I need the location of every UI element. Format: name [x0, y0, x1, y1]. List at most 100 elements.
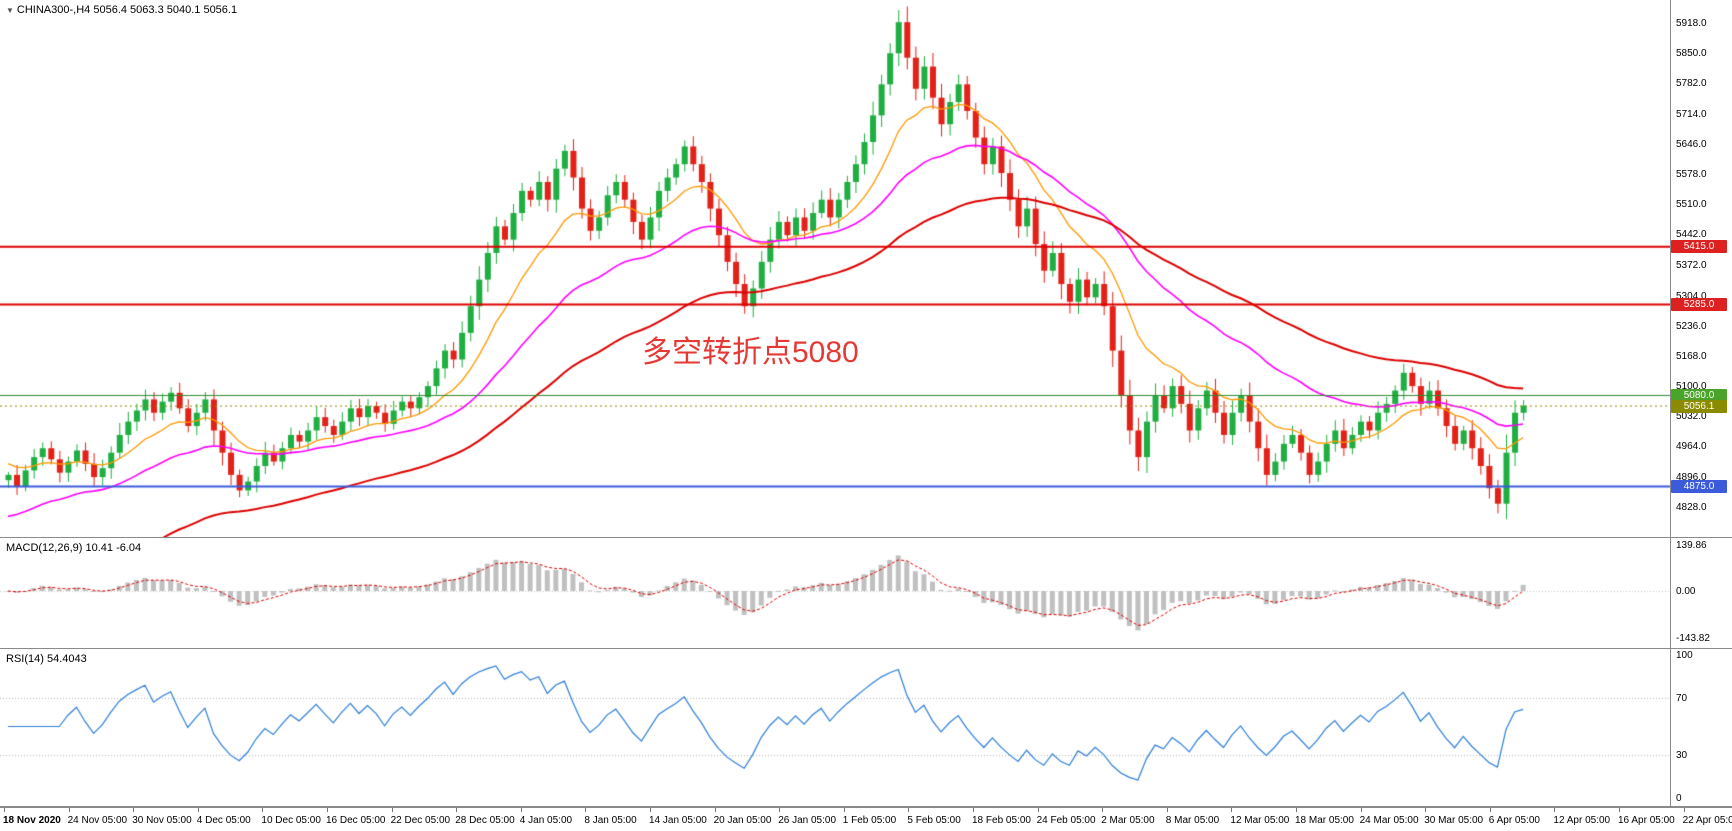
time-tick [779, 808, 781, 812]
time-tick [1231, 808, 1233, 812]
time-tick [4, 808, 5, 812]
price-axis-label: 5782.0 [1676, 78, 1707, 90]
time-tick [1102, 808, 1104, 812]
macd-axis-label: -143.82 [1676, 633, 1710, 645]
time-tick [1425, 808, 1427, 812]
rsi-axis-label: 0 [1676, 793, 1682, 804]
symbol-dropdown-icon[interactable]: ▼ [6, 6, 14, 15]
time-axis-label: 18 Mar 05:00 [1295, 815, 1354, 826]
time-tick [520, 808, 522, 812]
time-axis-label: 16 Apr 05:00 [1618, 815, 1675, 826]
price-axis-label: 5510.0 [1676, 199, 1707, 211]
candlestick-canvas[interactable] [0, 0, 1670, 537]
price-flag: 5415.0 [1671, 240, 1727, 254]
time-axis-label: 18 Nov 2020 [3, 815, 61, 826]
chart-annotation-text: 多空转折点5080 [642, 336, 859, 369]
macd-canvas[interactable] [0, 538, 1670, 648]
time-axis-label: 6 Apr 05:00 [1488, 815, 1540, 826]
rsi-indicator-panel: RSI(14) 54.4043 100 70 30 0 [0, 649, 1732, 807]
price-axis-label: 5714.0 [1676, 108, 1707, 120]
time-tick [327, 808, 328, 812]
time-tick [456, 808, 458, 812]
time-axis-label: 26 Jan 05:00 [778, 815, 837, 826]
time-axis-label: 4 Jan 05:00 [519, 815, 573, 826]
time-tick [1554, 808, 1556, 812]
time-axis-label: 14 Jan 05:00 [649, 815, 707, 826]
time-axis-label: 8 Jan 05:00 [584, 815, 637, 826]
rsi-label: RSI(14) 54.4043 [6, 653, 87, 665]
time-axis-label: 30 Nov 05:00 [132, 815, 192, 826]
macd-axis-label: 139.86 [1676, 539, 1707, 551]
time-tick [197, 808, 199, 812]
time-axis-label: 28 Dec 05:00 [455, 815, 515, 826]
time-axis-label: 5 Feb 05:00 [907, 815, 961, 826]
time-tick [1360, 808, 1362, 812]
time-tick [262, 808, 264, 812]
price-axis-label: 5032.0 [1676, 411, 1707, 423]
price-axis-label: 4896.0 [1676, 471, 1707, 483]
rsi-indicator-name: RSI(14) [6, 653, 44, 665]
time-axis-label: 18 Feb 05:00 [972, 815, 1031, 826]
price-axis-label: 5918.0 [1676, 18, 1707, 30]
time-axis[interactable]: 18 Nov 2020 24 Nov 05:00 30 Nov 05:00 4 Dec… [0, 807, 1732, 831]
rsi-axis-label: 100 [1676, 650, 1693, 661]
time-axis-label: 30 Mar 05:00 [1424, 815, 1484, 826]
price-axis-label: 5646.0 [1676, 138, 1707, 150]
time-axis-label: 24 Nov 05:00 [67, 815, 128, 826]
time-axis-label: 24 Feb 05:00 [1036, 815, 1096, 826]
time-tick [650, 808, 651, 812]
rsi-indicator-value: 54.4043 [46, 653, 87, 665]
main-chart-panel: ▼ CHINA300-,H4 5056.4 5063.3 5040.1 5056.… [0, 0, 1732, 538]
price-flag: 5080.0 [1671, 388, 1727, 402]
time-axis-label: 20 Jan 05:00 [713, 815, 772, 826]
macd-indicator-values: 10.41 -6.04 [85, 542, 142, 554]
symbol-info: ▼ CHINA300-,H4 5056.4 5063.3 5040.1 5056.… [6, 4, 237, 16]
time-tick [843, 808, 845, 812]
price-axis-label: 5236.0 [1676, 320, 1707, 332]
time-axis-label: 12 Mar 05:00 [1230, 815, 1290, 826]
time-axis-label: 4 Dec 05:00 [196, 815, 251, 826]
price-axis-label: 5100.0 [1676, 381, 1707, 393]
time-tick [1296, 808, 1297, 812]
price-axis-label: 4964.0 [1676, 441, 1707, 453]
time-axis-label: 16 Dec 05:00 [326, 815, 386, 826]
time-tick [585, 808, 587, 812]
price-axis-label: 5578.0 [1676, 168, 1707, 180]
macd-label: MACD(12,26,9) 10.41 -6.04 [6, 542, 141, 554]
rsi-axis-label: 30 [1676, 750, 1688, 762]
price-flag: 4875.0 [1671, 479, 1727, 493]
time-tick [68, 808, 70, 812]
time-tick [1619, 808, 1620, 812]
macd-indicator-name: MACD(12,26,9) [6, 542, 83, 554]
time-axis-label: 12 Apr 05:00 [1553, 815, 1611, 826]
time-tick [908, 808, 910, 812]
price-flag: 5285.0 [1671, 298, 1727, 311]
rsi-canvas[interactable] [0, 649, 1670, 806]
time-axis-label: 1 Feb 05:00 [842, 815, 897, 826]
price-axis-label: 5372.0 [1676, 260, 1707, 272]
time-tick [1683, 808, 1685, 812]
time-axis-label: 24 Mar 05:00 [1359, 815, 1419, 826]
time-tick [714, 808, 716, 812]
price-axis-separator [1670, 0, 1671, 807]
symbol-period-label: CHINA300-,H4 [16, 4, 91, 16]
time-axis-label: 22 Apr 05:0 [1682, 815, 1732, 826]
macd-axis-label: 0.00 [1676, 586, 1696, 597]
time-tick [1166, 808, 1168, 812]
price-flag: 5056.1 [1671, 399, 1727, 413]
price-axis-label: 5850.0 [1676, 48, 1707, 60]
rsi-axis-label: 70 [1676, 692, 1688, 704]
time-tick [391, 808, 393, 812]
time-axis-label: 8 Mar 05:00 [1165, 815, 1220, 826]
time-axis-label: 2 Mar 05:00 [1101, 815, 1155, 826]
price-axis-label: 5442.0 [1676, 229, 1707, 241]
time-tick [133, 808, 135, 812]
macd-indicator-panel: MACD(12,26,9) 10.41 -6.04 139.86 0.00 -143… [0, 538, 1732, 649]
time-tick [973, 808, 974, 812]
time-axis-label: 22 Dec 05:00 [390, 815, 451, 826]
price-axis-label: 4828.0 [1676, 501, 1707, 513]
price-axis-label: 5304.0 [1676, 290, 1707, 302]
ohlc-values: 5056.4 5063.3 5040.1 5056.1 [93, 4, 238, 16]
time-tick [1037, 808, 1039, 812]
